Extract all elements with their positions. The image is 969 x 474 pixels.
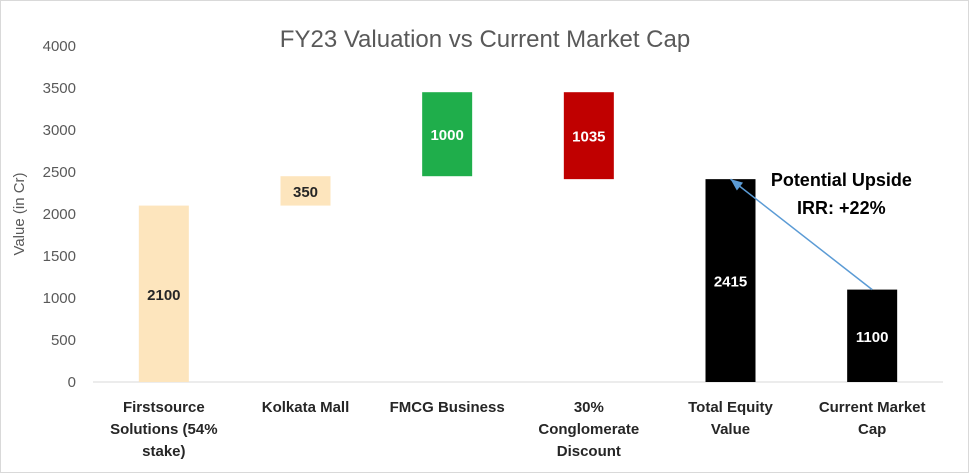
category-label: Firstsource Solutions (54% stake) <box>110 399 218 460</box>
y-tick-label: 0 <box>68 374 76 391</box>
bar <box>138 205 189 382</box>
category-label: 30% Conglomerate Discount <box>538 399 639 460</box>
y-tick-label: 3500 <box>43 80 76 97</box>
bar <box>280 176 331 206</box>
data-label: 1000 <box>430 127 463 144</box>
data-label: 1035 <box>572 129 605 146</box>
annotation-text: IRR: +22% <box>797 198 886 218</box>
upside-arrowhead <box>730 179 744 191</box>
bar-layer <box>138 92 898 382</box>
data-label: 1100 <box>856 329 889 346</box>
data-label: 350 <box>293 184 318 201</box>
y-tick-label: 1500 <box>43 248 76 265</box>
y-tick-label: 2500 <box>43 164 76 181</box>
upside-arrow-line <box>730 178 873 291</box>
category-label: Current Market Cap <box>819 399 926 438</box>
annotation-text: Potential Upside <box>771 170 912 190</box>
label-layer: 2100 350 1000 1035 2415 1100 <box>147 127 888 346</box>
y-axis-label: Value (in Cr) <box>11 172 28 255</box>
category-label: FMCG Business <box>390 399 505 416</box>
axis-layer: 0 500 1000 1500 2000 2500 3000 3500 4000 Firstsou… <box>43 38 943 460</box>
y-tick-label: 4000 <box>43 38 76 55</box>
bar <box>422 92 473 177</box>
y-tick-label: 500 <box>51 332 76 349</box>
category-label: Kolkata Mall <box>262 399 350 416</box>
category-label: Total Equity Value <box>688 399 773 438</box>
bar <box>705 179 756 382</box>
annotation-layer: Potential Upside IRR: +22% <box>730 170 912 291</box>
bar <box>847 289 898 382</box>
chart-title: FY23 Valuation vs Current Market Cap <box>280 26 690 53</box>
bar <box>563 92 614 180</box>
data-label: 2415 <box>714 274 747 291</box>
y-tick-label: 3000 <box>43 122 76 139</box>
y-tick-label: 1000 <box>43 290 76 307</box>
data-label: 2100 <box>147 287 180 304</box>
y-tick-label: 2000 <box>43 206 76 223</box>
